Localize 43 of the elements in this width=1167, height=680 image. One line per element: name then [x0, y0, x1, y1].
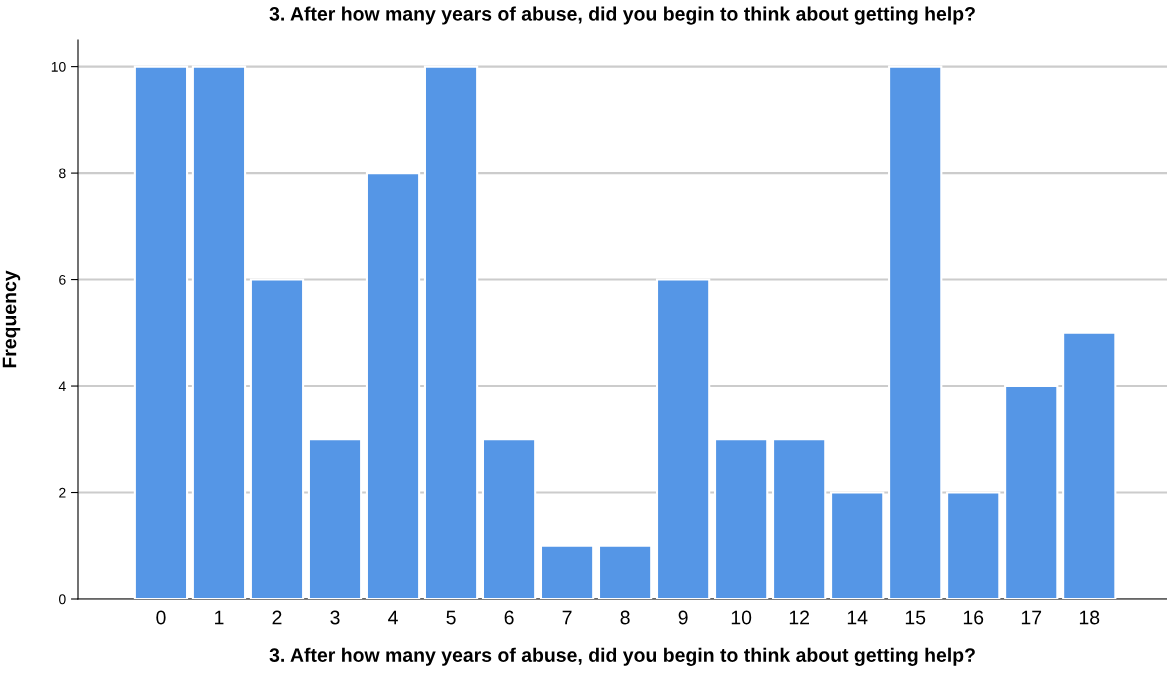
bar	[830, 491, 885, 599]
bar	[714, 438, 769, 599]
x-tick-label: 15	[905, 610, 926, 625]
x-tick-label: 14	[847, 610, 868, 625]
x-tick-label: 9	[678, 610, 688, 625]
bar	[1062, 331, 1117, 599]
x-tick-label: 3	[330, 610, 340, 625]
chart-title: 3. After how many years of abuse, did you begin to think about getting help?	[269, 6, 975, 25]
bar	[133, 65, 189, 599]
y-axis-title: Frequency	[2, 270, 21, 368]
y-tick-label: 8	[59, 168, 66, 179]
bar	[423, 65, 479, 599]
bar	[1004, 385, 1059, 599]
x-tick-label: 2	[272, 610, 282, 625]
bar	[307, 438, 363, 599]
y-tick-label: 6	[59, 274, 66, 285]
x-tick-label: 12	[789, 610, 809, 625]
bar	[249, 278, 305, 599]
x-tick-label: 8	[620, 610, 630, 625]
bar	[365, 172, 421, 599]
bar	[888, 65, 943, 599]
x-tick-label: 18	[1079, 610, 1100, 625]
y-tick-label: 10	[51, 61, 66, 72]
x-tick-label: 16	[963, 610, 984, 625]
bar	[772, 438, 827, 599]
x-tick-label: 1	[215, 610, 224, 625]
x-tick-label: 6	[504, 610, 514, 625]
x-tick-label: 10	[731, 610, 752, 625]
bar	[655, 278, 711, 599]
bar	[539, 544, 595, 599]
bar	[191, 65, 247, 599]
bar	[481, 438, 537, 599]
bar	[597, 544, 653, 599]
bar	[946, 491, 1001, 599]
x-tick-label: 0	[156, 610, 166, 625]
x-tick-label: 7	[562, 610, 572, 625]
x-tick-label: 17	[1021, 610, 1042, 625]
x-tick-label: 4	[388, 610, 398, 625]
y-tick-label: 2	[59, 487, 66, 498]
x-axis-title: 3. After how many years of abuse, did you begin to think about getting help?	[269, 647, 975, 666]
y-tick-label: 4	[58, 381, 66, 392]
y-tick-label: 0	[59, 594, 66, 605]
x-tick-label: 5	[446, 610, 456, 625]
